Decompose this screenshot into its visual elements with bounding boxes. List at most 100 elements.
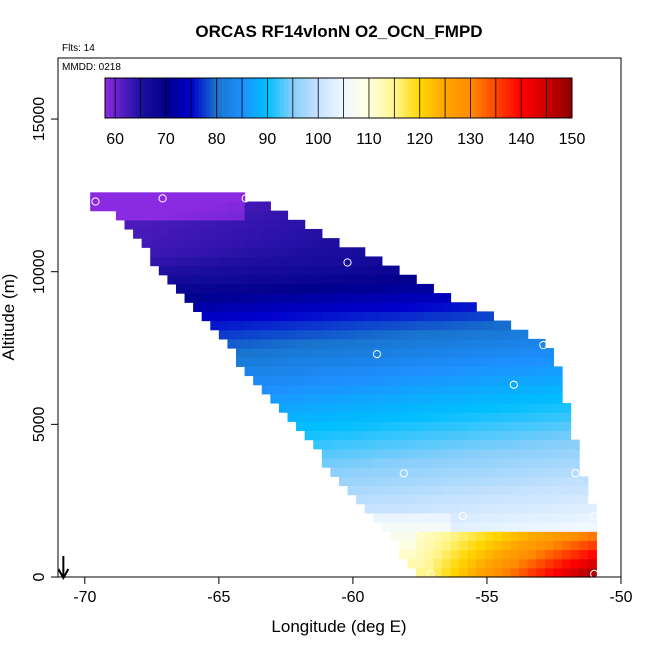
heatmap-cell (244, 210, 254, 221)
heatmap-cell (416, 320, 426, 331)
sample-point (590, 511, 599, 521)
heatmap-cell (253, 302, 263, 312)
heatmap-cell (527, 402, 537, 413)
heatmap-cell (244, 265, 254, 276)
heatmap-cell (210, 311, 220, 322)
heatmap-cell (519, 485, 529, 496)
heatmap-cell (390, 302, 400, 312)
heatmap-cell (467, 338, 477, 349)
colorbar-segment (501, 78, 507, 118)
colorbar-segment (264, 78, 269, 118)
heatmap-cell (399, 512, 409, 523)
heatmap-cell (519, 531, 529, 541)
heatmap-cell (184, 238, 194, 248)
colorbar-segment (147, 78, 153, 118)
heatmap-cell (407, 402, 417, 413)
heatmap-cell (570, 494, 580, 505)
heatmap-cell (424, 302, 434, 312)
colorbar-segment (295, 78, 301, 118)
heatmap-cell (227, 283, 237, 294)
heatmap-cell (424, 467, 434, 477)
heatmap-cell (347, 476, 357, 487)
colorbar-segment (175, 78, 180, 118)
heatmap-cell (141, 238, 151, 248)
heatmap-cell (296, 384, 306, 395)
heatmap-cell (450, 448, 460, 459)
heatmap-cell (407, 375, 417, 386)
heatmap-cell (493, 338, 503, 349)
heatmap-cell (227, 311, 237, 322)
heatmap-cell (544, 412, 555, 422)
heatmap-cell (433, 503, 443, 514)
heatmap-cell (510, 494, 520, 505)
heatmap-cell (287, 265, 297, 276)
heatmap-cell (304, 384, 314, 395)
heatmap-cell (493, 448, 503, 459)
heatmap-cell (570, 531, 580, 541)
heatmap-cell (579, 531, 589, 541)
heatmap-cell (527, 531, 537, 541)
heatmap-cell (553, 467, 563, 477)
heatmap-cell (562, 558, 572, 569)
heatmap-cell (570, 549, 580, 560)
colorbar-segment (451, 78, 456, 118)
heatmap-cell (450, 512, 460, 523)
heatmap-cell (493, 512, 503, 523)
heatmap-cell (270, 219, 280, 230)
heatmap-cell (244, 302, 254, 312)
colorbar-segment (357, 78, 363, 118)
heatmap-cell (407, 476, 417, 487)
heatmap-cell (175, 247, 186, 258)
heatmap-cell (124, 192, 134, 203)
heatmap-cell (150, 256, 160, 267)
heatmap-cell (399, 412, 409, 422)
heatmap-cell (501, 531, 512, 541)
heatmap-cell (107, 192, 117, 203)
heatmap-cell (167, 192, 177, 203)
heatmap-cell (484, 448, 494, 459)
heatmap-cell (459, 494, 469, 505)
colorbar-segment (116, 78, 122, 118)
heatmap-cell (459, 393, 469, 404)
heatmap-cell (399, 375, 409, 386)
heatmap-cell (304, 366, 314, 377)
heatmap-cell (201, 192, 211, 203)
heatmap-cell (321, 366, 331, 377)
heatmap-cell (399, 467, 409, 477)
heatmap-cell (158, 247, 168, 258)
heatmap-cell (553, 421, 563, 432)
heatmap-cell (381, 366, 392, 377)
heatmap-cell (407, 302, 417, 312)
heatmap-cell (175, 274, 186, 285)
heatmap-cell (175, 201, 186, 212)
heatmap-cell (493, 567, 503, 578)
heatmap-cell (424, 320, 434, 331)
heatmap-cell (313, 238, 323, 248)
heatmap-cell (407, 393, 417, 404)
heatmap-cell (330, 366, 340, 377)
heatmap-cell (510, 421, 520, 432)
heatmap-cell (527, 476, 537, 487)
heatmap-cell (330, 393, 340, 404)
heatmap-cell (296, 375, 306, 386)
colorbar-segment (447, 78, 452, 118)
heatmap-cell (527, 421, 537, 432)
heatmap-cell (450, 485, 460, 496)
heatmap-cell (476, 375, 486, 386)
heatmap-cell (493, 320, 503, 331)
heatmap-cell (244, 219, 254, 230)
heatmap-cell (304, 320, 314, 331)
heatmap-cell (484, 485, 494, 496)
heatmap-cell (459, 485, 469, 496)
heatmap-cell (373, 503, 383, 514)
heatmap-cell (304, 274, 314, 285)
heatmap-cell (373, 256, 383, 267)
heatmap-cell (424, 366, 434, 377)
heatmap-cell (381, 412, 392, 422)
heatmap-cell (527, 549, 537, 560)
heatmap-cell (381, 274, 392, 285)
colorbar-segment (206, 78, 211, 118)
heatmap-cell (244, 366, 254, 377)
colorbar-segment (120, 78, 125, 118)
sample-point (571, 469, 580, 478)
